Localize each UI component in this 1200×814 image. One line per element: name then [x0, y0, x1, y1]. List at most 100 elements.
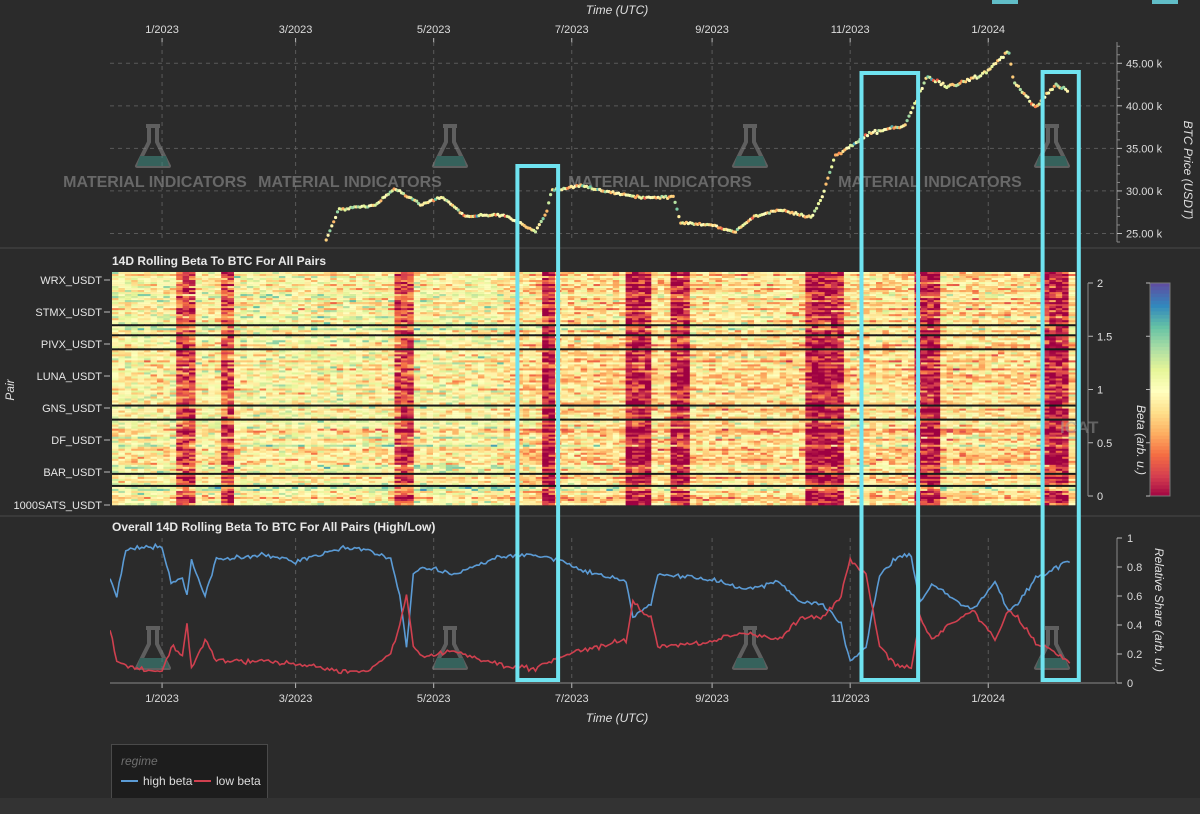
heatmap-cell: [1010, 276, 1018, 279]
heatmap-cell: [741, 330, 748, 333]
heatmap-cell: [644, 294, 652, 297]
heatmap-cell: [1068, 294, 1076, 297]
heatmap-cell: [959, 282, 967, 285]
heatmap-cell: [343, 286, 350, 289]
heatmap-cell: [169, 288, 177, 291]
heatmap-cell: [959, 308, 967, 311]
heatmap-cell: [1030, 284, 1037, 287]
heatmap-cell: [368, 320, 376, 323]
heatmap-cell: [497, 320, 505, 323]
heatmap-cell: [439, 298, 447, 301]
heatmap-cell: [587, 284, 594, 287]
heatmap-cell: [201, 294, 209, 297]
heatmap-cell: [818, 282, 826, 285]
heatmap-cell: [997, 280, 1005, 283]
heatmap-cell: [670, 272, 678, 275]
heatmap-cell: [227, 272, 235, 275]
heatmap-cell: [458, 290, 466, 293]
heatmap-cell: [754, 320, 761, 323]
heatmap-cell: [1030, 280, 1037, 283]
heatmap-cell: [201, 284, 209, 287]
price-xtick-label: 9/2023: [695, 24, 729, 36]
heatmap-cell: [208, 324, 216, 327]
price-point: [818, 198, 823, 203]
heatmap-cell: [221, 276, 228, 279]
heatmap-cell: [362, 326, 370, 329]
heatmap-cell: [837, 282, 845, 285]
heatmap-cell: [863, 316, 870, 319]
heatmap-cell: [400, 326, 408, 329]
heatmap-cell: [169, 328, 177, 331]
heatmap-cell: [696, 328, 704, 331]
heatmap-cell: [285, 304, 293, 307]
heatmap-cell: [330, 294, 338, 297]
heatmap-cell: [355, 318, 363, 321]
heatmap-cell: [214, 284, 222, 287]
heatmap-cell: [869, 326, 877, 329]
watermark-text: MATERIAL INDICATORS: [838, 174, 1022, 191]
heatmap-cell: [908, 272, 915, 275]
heatmap-cell: [381, 282, 389, 285]
heatmap-cell: [766, 286, 774, 289]
heatmap-cell: [882, 320, 890, 323]
heatmap-cell: [124, 284, 132, 287]
heatmap-cell: [240, 276, 248, 279]
heatmap-cell: [747, 304, 755, 307]
heatmap-cell: [760, 310, 768, 313]
heatmap-cell: [278, 314, 286, 317]
heatmap-cell: [529, 308, 537, 311]
heatmap-cell: [112, 312, 119, 315]
heatmap-cell: [484, 312, 492, 315]
heatmap-cell: [124, 304, 132, 307]
heatmap-cell: [580, 296, 588, 299]
heatmap-cell: [651, 296, 659, 299]
heatmap-cell: [285, 286, 293, 289]
heatmap-cell: [683, 314, 691, 317]
heatmap-cell: [355, 274, 363, 277]
price-point: [535, 226, 540, 230]
heatmap-cell: [471, 324, 479, 327]
heatmap-cell: [606, 292, 614, 295]
heatmap-cell: [908, 294, 915, 297]
heatmap-cell: [426, 328, 434, 331]
heatmap-cell: [407, 320, 415, 323]
heatmap-cell: [388, 318, 395, 321]
heatmap-cell: [484, 278, 492, 281]
heatmap-cell: [792, 274, 800, 277]
heatmap-cell: [593, 284, 601, 287]
heatmap-cell: [818, 306, 826, 309]
heatmap-cell: [888, 312, 896, 315]
heatmap-cell: [587, 312, 594, 315]
heatmap-cell: [1055, 288, 1063, 291]
heatmap-cell: [644, 282, 652, 285]
heatmap-cell: [182, 296, 190, 299]
heatmap-cell: [529, 320, 537, 323]
heatmap-cell: [599, 288, 607, 291]
heatmap-cell: [169, 278, 177, 281]
heatmap-cell: [484, 292, 492, 295]
heatmap-cell: [445, 314, 453, 317]
price-point: [262, 250, 265, 253]
heatmap-cell: [580, 300, 588, 303]
heatmap-cell: [574, 302, 582, 305]
heatmap-cell: [445, 290, 453, 293]
heatmap-cell: [599, 318, 607, 321]
heatmap-cell: [798, 304, 806, 307]
heatmap-cell: [227, 274, 235, 277]
heatmap-cell: [163, 320, 171, 323]
heatmap-cell: [458, 296, 466, 299]
heatmap-cell: [766, 308, 774, 311]
heatmap-cell: [317, 282, 325, 285]
heatmap-cell: [465, 298, 472, 301]
heatmap-cell: [933, 314, 941, 317]
heatmap-cell: [388, 284, 395, 287]
heatmap-cell: [266, 292, 273, 295]
heatmap-cell: [304, 322, 312, 325]
heatmap-cell: [824, 286, 832, 289]
heatmap-cell: [163, 282, 171, 285]
heatmap-cell: [176, 278, 184, 281]
heatmap-cell: [927, 290, 935, 293]
heatmap-cell: [632, 316, 639, 319]
heatmap-cell: [574, 296, 582, 299]
heatmap-cell: [1004, 290, 1012, 293]
